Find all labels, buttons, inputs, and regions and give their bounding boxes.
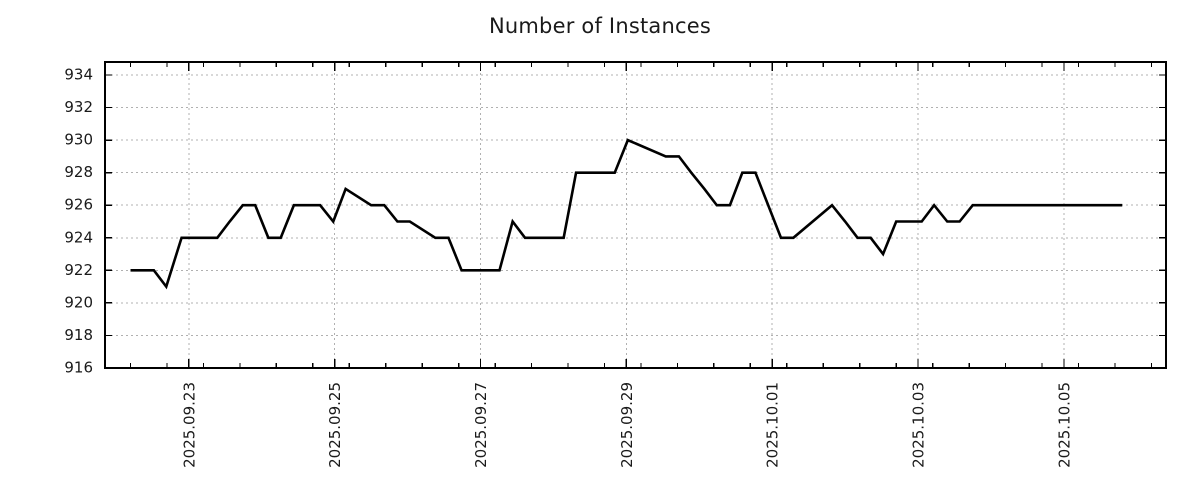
y-axis-tick-label: 924 xyxy=(64,228,93,246)
x-axis-tick-label: 2025.10.05 xyxy=(1055,382,1073,468)
y-gridlines xyxy=(106,74,1165,336)
x-gridlines xyxy=(188,63,1065,367)
y-axis-tick-label: 918 xyxy=(64,326,93,344)
x-tick-marks xyxy=(129,62,1153,368)
y-axis-tick-label: 932 xyxy=(64,98,93,116)
y-axis-tick-label: 922 xyxy=(64,261,93,279)
series-line-number-of-instances xyxy=(130,138,1123,290)
y-axis-tick-label: 934 xyxy=(64,66,93,84)
data-series-group xyxy=(130,138,1123,290)
x-axis-tick-label: 2025.09.23 xyxy=(180,382,198,468)
plot-frame xyxy=(104,61,1167,369)
chart-title: Number of Instances xyxy=(488,14,711,38)
y-axis-tick-label: 916 xyxy=(64,359,93,377)
x-axis-labels: 2025.09.23 2025.09.25 2025.09.27 2025.09.29… xyxy=(180,382,1073,468)
x-axis-tick-label: 2025.09.29 xyxy=(618,382,636,468)
y-axis-tick-label: 930 xyxy=(64,131,93,149)
y-axis-tick-label: 920 xyxy=(64,293,93,311)
x-axis-tick-label: 2025.09.27 xyxy=(472,382,490,468)
y-axis-tick-label: 926 xyxy=(64,196,93,214)
x-axis-tick-label: 2025.10.03 xyxy=(910,382,928,468)
x-axis-tick-label: 2025.10.01 xyxy=(764,382,782,468)
y-axis-labels: 916 918 920 922 924 926 928 930 932 934 xyxy=(64,66,93,377)
y-axis-tick-label: 928 xyxy=(64,163,93,181)
x-axis-tick-label: 2025.09.25 xyxy=(326,382,344,468)
y-tick-marks xyxy=(105,74,1166,369)
